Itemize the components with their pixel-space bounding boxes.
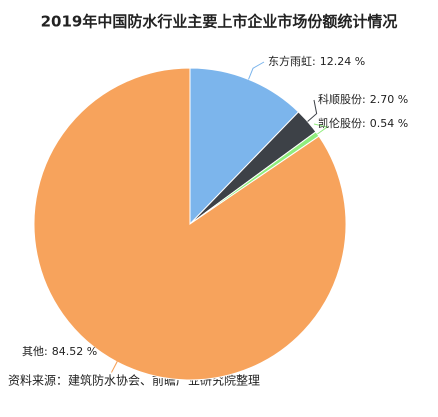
value-label: 84.52 % xyxy=(52,345,97,358)
chart-title: 2019年中国防水行业主要上市企业市场份额统计情况 xyxy=(41,13,398,31)
value-label: 2.70 % xyxy=(370,93,408,106)
data-label: 其他: 84.52 % xyxy=(22,345,97,358)
category-label: 凯伦股份: xyxy=(318,116,366,130)
category-label: 其他: xyxy=(22,345,48,358)
leader-line xyxy=(111,351,123,373)
value-label: 0.54 % xyxy=(370,117,408,130)
value-label: 12.24 % xyxy=(320,55,365,68)
leader-line xyxy=(248,61,265,80)
data-label: 凯伦股份: 0.54 % xyxy=(318,116,408,130)
leader-line xyxy=(307,99,318,122)
category-label: 东方雨虹: xyxy=(268,54,316,68)
leader-line xyxy=(313,123,329,135)
category-label: 科顺股份: xyxy=(318,92,366,106)
data-label: 东方雨虹: 12.24 % xyxy=(268,54,365,68)
data-label: 科顺股份: 2.70 % xyxy=(318,92,408,106)
